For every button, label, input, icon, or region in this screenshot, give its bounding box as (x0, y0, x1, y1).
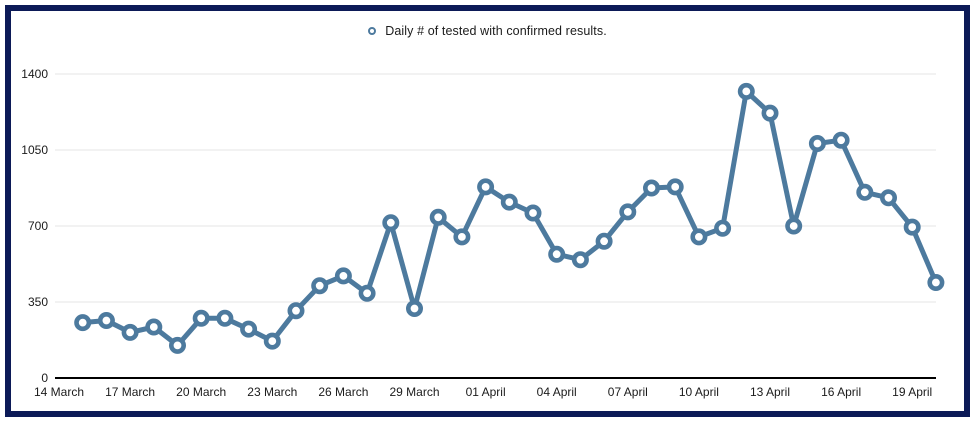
x-axis-tick-label: 01 April (466, 385, 506, 399)
data-point-marker[interactable] (595, 232, 613, 250)
x-axis-tick-label: 07 April (608, 385, 648, 399)
data-point-marker[interactable] (358, 284, 376, 302)
x-axis-tick-label: 16 April (821, 385, 861, 399)
x-axis-tick-label: 23 March (247, 385, 297, 399)
data-point-marker[interactable] (761, 104, 779, 122)
data-point-marker[interactable] (240, 320, 258, 338)
data-point-marker[interactable] (642, 179, 660, 197)
data-point-marker[interactable] (429, 208, 447, 226)
x-axis-tick-label: 26 March (318, 385, 368, 399)
data-point-marker[interactable] (145, 318, 163, 336)
x-axis-tick-label: 14 March (34, 385, 84, 399)
data-point-marker[interactable] (571, 251, 589, 269)
x-axis-tick-label: 19 April (892, 385, 932, 399)
data-point-marker[interactable] (169, 336, 187, 354)
data-point-marker[interactable] (524, 204, 542, 222)
data-point-marker[interactable] (405, 299, 423, 317)
data-point-marker[interactable] (74, 314, 92, 332)
data-point-marker[interactable] (927, 273, 945, 291)
data-point-marker[interactable] (903, 218, 921, 236)
data-point-marker[interactable] (856, 183, 874, 201)
data-point-marker[interactable] (263, 332, 281, 350)
data-point-marker[interactable] (808, 135, 826, 153)
data-point-marker[interactable] (785, 217, 803, 235)
data-point-marker[interactable] (714, 219, 732, 237)
data-point-marker[interactable] (737, 82, 755, 100)
data-point-marker[interactable] (500, 193, 518, 211)
legend-item[interactable]: Daily # of tested with confirmed results… (0, 24, 975, 38)
series-line (80, 88, 939, 348)
x-axis-tick-label: 10 April (679, 385, 719, 399)
data-point-marker[interactable] (97, 311, 115, 329)
y-axis-tick-label: 1400 (21, 67, 48, 81)
data-point-marker[interactable] (121, 323, 139, 341)
y-axis-tick-label: 1050 (21, 143, 48, 157)
data-point-marker[interactable] (287, 302, 305, 320)
legend-series-marker-icon (368, 27, 377, 35)
data-point-marker[interactable] (311, 277, 329, 295)
data-point-marker[interactable] (216, 309, 234, 327)
data-point-marker[interactable] (382, 214, 400, 232)
x-axis-tick-label: 04 April (537, 385, 577, 399)
data-point-marker[interactable] (548, 245, 566, 263)
data-point-marker[interactable] (690, 228, 708, 246)
data-point-marker[interactable] (832, 131, 850, 149)
legend-series-label: Daily # of tested with confirmed results… (385, 24, 607, 38)
data-point-marker[interactable] (666, 178, 684, 196)
data-point-marker[interactable] (619, 203, 637, 221)
data-point-marker[interactable] (334, 267, 352, 285)
x-axis-tick-label: 29 March (389, 385, 439, 399)
y-axis-tick-label: 0 (41, 371, 48, 385)
y-axis-tick-label: 700 (28, 219, 48, 233)
x-axis-tick-label: 17 March (105, 385, 155, 399)
x-axis-tick-label: 13 April (750, 385, 790, 399)
data-point-marker[interactable] (192, 309, 210, 327)
data-point-marker[interactable] (477, 178, 495, 196)
data-point-marker[interactable] (453, 228, 471, 246)
x-axis-tick-label: 20 March (176, 385, 226, 399)
data-point-marker[interactable] (879, 189, 897, 207)
y-axis-tick-label: 350 (28, 295, 48, 309)
